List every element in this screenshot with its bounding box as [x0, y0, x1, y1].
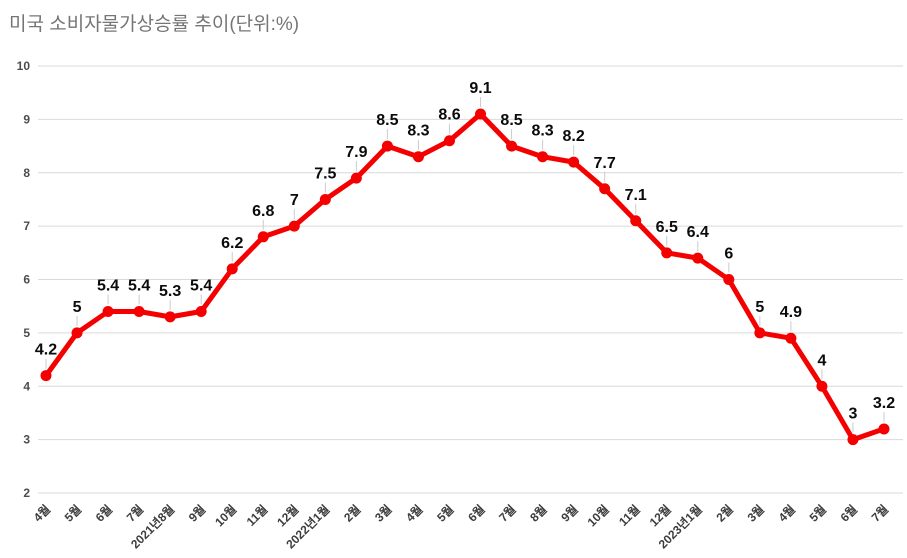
data-point-marker [661, 247, 673, 259]
x-axis-tick-label: 12월 [274, 502, 302, 530]
x-axis-tick-label: 6월 [92, 502, 115, 525]
x-axis-tick-label: 4월 [775, 502, 798, 525]
data-point-marker [599, 183, 611, 195]
data-point-marker [723, 274, 735, 285]
chart-title: 미국 소비자물가상승률 추이(단위:%) [9, 14, 300, 35]
x-axis-tick-label: 5월 [806, 502, 829, 525]
data-point-value-label: 5 [755, 299, 764, 316]
data-point-value-label: 6.5 [656, 219, 678, 236]
x-axis-tick-label: 11월 [615, 502, 642, 529]
y-axis-tick-label: 5 [23, 326, 30, 340]
x-axis-tick-label: 5월 [433, 502, 456, 525]
x-axis-tick-label: 12월 [646, 502, 674, 530]
data-point-value-label: 5.3 [159, 283, 181, 300]
data-point-marker [350, 172, 362, 184]
data-point-marker [102, 306, 114, 318]
data-point-value-label: 3 [849, 406, 858, 423]
data-point-value-label: 5.4 [128, 278, 150, 295]
data-point-marker [288, 220, 300, 232]
data-point-marker [164, 311, 176, 323]
x-axis-tick-label: 2월 [340, 502, 363, 525]
data-point-value-label: 8.5 [500, 112, 522, 129]
data-point-value-label: 4.2 [35, 342, 57, 359]
data-point-marker [71, 327, 83, 339]
x-axis-tick-label: 4월 [30, 502, 53, 525]
y-axis-tick-label: 8 [23, 166, 30, 180]
data-point-marker [754, 327, 766, 339]
data-point-marker [475, 108, 487, 120]
x-axis-tick-label: 11월 [243, 502, 270, 529]
data-point-value-label: 8.6 [438, 107, 460, 124]
data-point-value-label: 6.8 [252, 203, 274, 220]
x-axis-tick-label: 9월 [185, 502, 208, 525]
data-point-marker [816, 380, 828, 392]
data-point-value-label: 6 [724, 246, 733, 263]
data-point-marker [568, 156, 580, 168]
x-axis-tick-label: 6월 [837, 502, 860, 525]
data-point-value-label: 6.2 [221, 235, 243, 252]
data-point-marker [878, 423, 890, 435]
y-axis-tick-label: 2 [23, 486, 30, 500]
data-point-marker [443, 135, 455, 147]
data-point-marker [506, 140, 518, 152]
data-point-value-label: 5.4 [190, 278, 212, 295]
x-axis-tick-label: 2월 [713, 502, 736, 525]
x-axis-tick-label: 7월 [123, 502, 146, 525]
data-point-value-label: 6.4 [687, 224, 709, 241]
y-axis-tick-label: 9 [23, 112, 30, 126]
data-point-value-label: 8.2 [563, 128, 585, 145]
y-axis-tick-label: 3 [23, 433, 30, 447]
data-point-marker [537, 151, 549, 163]
data-point-value-label: 5.4 [97, 278, 119, 295]
x-axis-tick-label: 9월 [558, 502, 581, 525]
inflation-line-series [43, 111, 887, 443]
x-axis-tick-label: 3월 [744, 502, 767, 525]
y-axis-tick-label: 4 [23, 379, 30, 393]
data-point-marker [412, 151, 424, 163]
x-axis-tick-label: 7월 [868, 502, 891, 525]
data-point-value-label: 9.1 [469, 80, 491, 97]
data-point-value-label: 7.7 [594, 155, 616, 172]
y-axis-tick-label: 6 [23, 273, 30, 287]
x-axis-tick-label: 3월 [371, 502, 394, 525]
data-point-value-label: 8.3 [531, 123, 553, 140]
data-point-value-label: 4 [817, 352, 826, 369]
data-point-marker [226, 263, 238, 275]
data-point-marker [257, 231, 269, 243]
data-point-value-label: 8.3 [407, 123, 429, 140]
data-point-marker [40, 370, 52, 382]
data-point-value-label: 8.5 [376, 112, 398, 129]
data-point-value-label: 5 [73, 299, 82, 316]
x-axis-tick-label: 7월 [496, 502, 519, 525]
data-point-value-label: 3.2 [873, 395, 895, 412]
data-point-marker [133, 306, 145, 318]
y-axis-tick-label: 7 [23, 219, 30, 233]
data-point-value-label: 7.1 [625, 187, 647, 204]
data-point-marker [195, 306, 207, 318]
x-axis-tick-label: 8월 [527, 502, 550, 525]
data-point-value-label: 7.9 [345, 144, 367, 161]
x-axis-tick-label: 5월 [61, 502, 84, 525]
y-axis-tick-label: 10 [17, 59, 31, 73]
data-point-value-label: 7.5 [314, 165, 336, 182]
data-point-value-label: 7 [290, 192, 299, 209]
x-axis-tick-label: 10월 [584, 502, 612, 530]
data-point-marker [630, 215, 642, 227]
data-point-value-label: 4.9 [780, 304, 802, 321]
data-point-marker [692, 252, 704, 264]
data-point-marker [319, 193, 331, 205]
x-axis-tick-label: 10월 [211, 502, 239, 530]
data-point-marker [785, 332, 797, 344]
x-axis-tick-label: 4월 [402, 502, 425, 525]
x-axis-tick-label: 6월 [465, 502, 488, 525]
data-point-marker [381, 140, 393, 152]
data-point-marker [847, 434, 859, 446]
